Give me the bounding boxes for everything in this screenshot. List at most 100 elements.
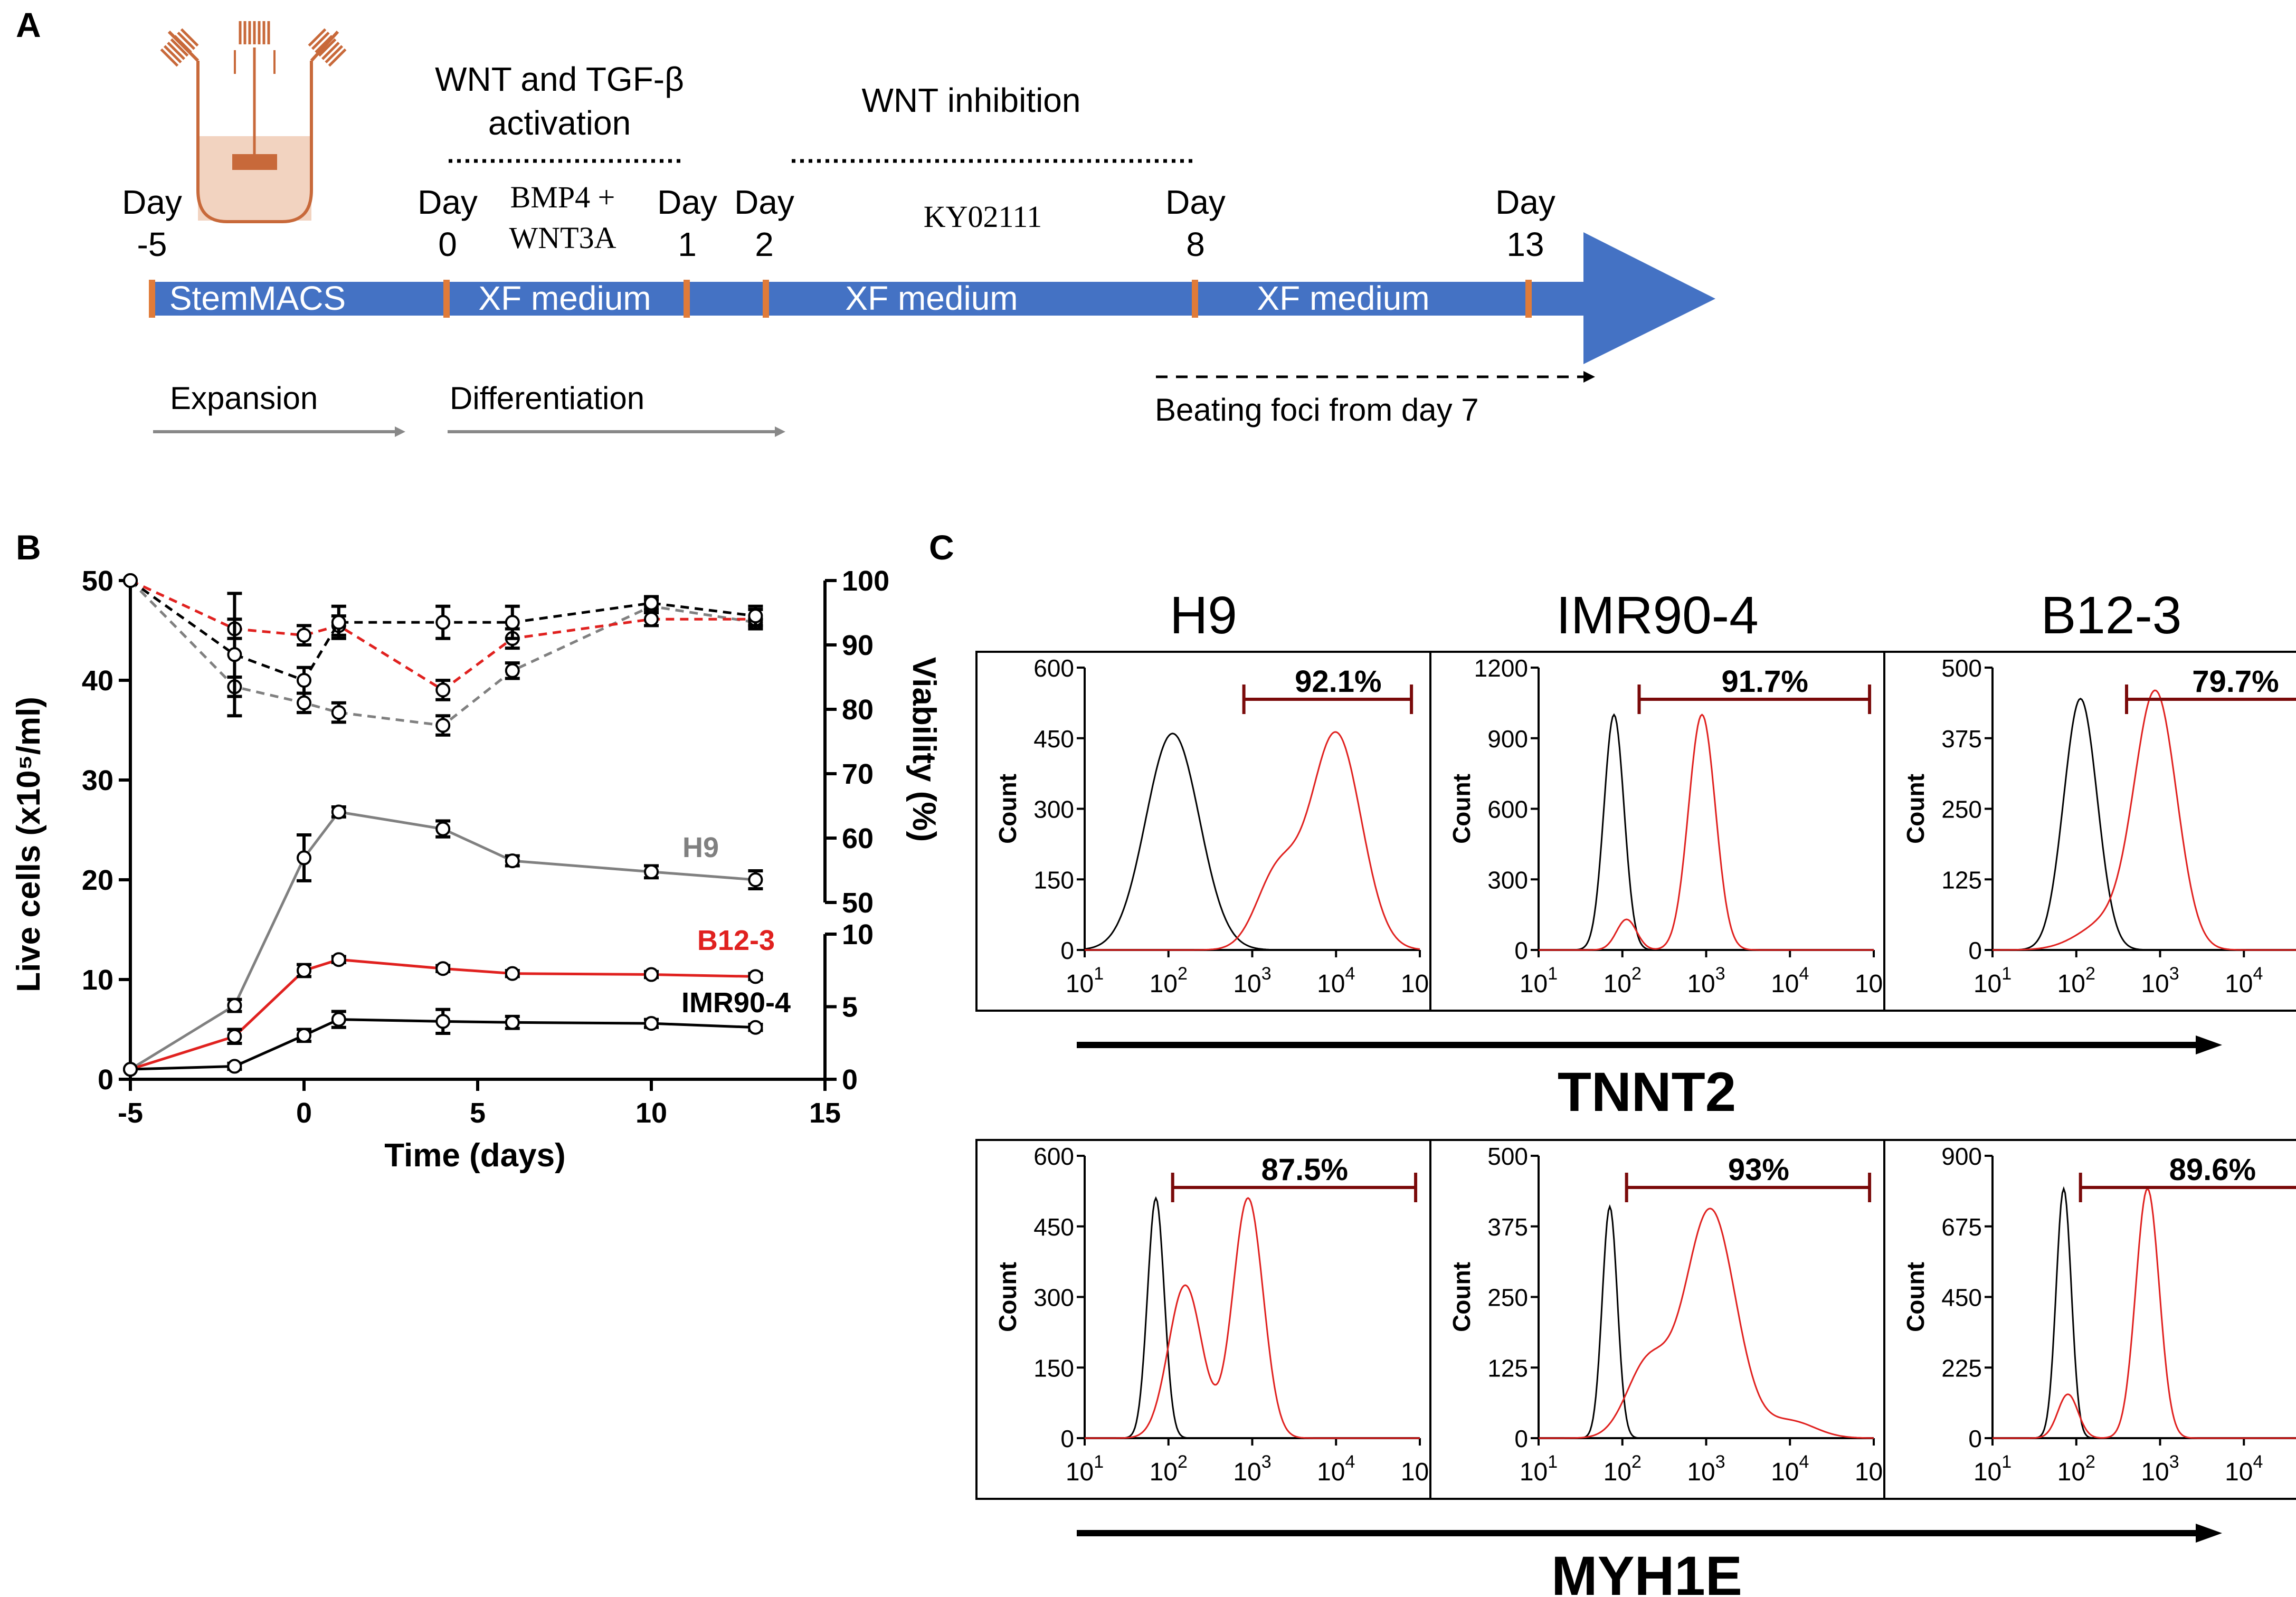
data-point-imr90-4-live-cells	[123, 1062, 138, 1077]
histogram-y-tick-label: 675	[1941, 1213, 1982, 1241]
reagent-bmp4: BMP4 +	[510, 180, 615, 214]
marker-label-myh1e: MYH1E	[1551, 1545, 1742, 1597]
column-title-imr90-4: IMR90-4	[1556, 586, 1758, 645]
histogram-y-label: Count	[1902, 1262, 1929, 1332]
histogram-imr90-4-tnnt2: 03006009001200Count10110210310410591.7%	[1429, 651, 1893, 1012]
data-point-b12-3-live-cells	[227, 1029, 242, 1044]
histogram-frame	[975, 1139, 1431, 1500]
data-point-h9-live-cells	[297, 850, 311, 866]
data-point-imr90-4-live-cells	[748, 1020, 763, 1035]
histogram-y-tick-label: 450	[1033, 725, 1074, 753]
histogram-y-label: Count	[1902, 774, 1929, 844]
phase-title-wnt-inhibition: WNT inhibition	[862, 81, 1081, 119]
data-point-imr90-4-live-cells	[227, 1059, 242, 1074]
phase-title-wnt-tgf-line1: WNT and TGF-β	[435, 60, 684, 98]
panel-c: C H9 IMR90-4 B12-3 TNNT2 MYH1E 0 150 300 45…	[929, 528, 2296, 1597]
histogram-y-tick-label: 125	[1941, 866, 1982, 893]
histogram-frame	[1429, 651, 1885, 1012]
timeline-tick-day-1	[684, 280, 690, 318]
y-left-tick-label: 40	[82, 665, 113, 697]
y-left-tick-label: 0	[98, 1064, 113, 1096]
data-point-imr90-4-live-cells	[297, 1028, 311, 1043]
data-point-b12-3-live-cells	[435, 961, 451, 976]
medium-label-xf-2: XF medium	[845, 279, 1018, 317]
data-point-b12-3-live-cells	[331, 952, 346, 967]
histogram-y-tick-label: 450	[1941, 1284, 1982, 1311]
panel-b: B Live cells (x10⁵/ml) Viability (%) Tim…	[11, 528, 942, 1174]
day-num-8: 8	[1186, 225, 1205, 263]
flask-coil	[160, 28, 199, 67]
x-tick-label: -5	[118, 1097, 143, 1129]
series-line-imr90-4-live-cells	[130, 1018, 756, 1071]
histogram-stained-curve	[1539, 1208, 1874, 1439]
day-word-minus5: Day	[122, 183, 182, 221]
data-point-imr90-4-viability	[297, 673, 311, 688]
stage-label-beating-foci: Beating foci from day 7	[1155, 392, 1479, 427]
data-point-imr90-4-viability	[331, 615, 346, 630]
timeline-arrow	[149, 232, 1715, 364]
flask-coil	[308, 28, 347, 67]
data-point-h9-viability	[331, 705, 346, 720]
histogram-frame	[975, 651, 1431, 1012]
legend-b12-3: B12-3	[697, 925, 775, 956]
data-point-h9-live-cells	[435, 821, 451, 836]
bioreactor-flask-icon	[160, 21, 347, 223]
histogram-gate-percent: 79.7%	[2192, 664, 2279, 699]
y-right-lower-tick-label: 0	[842, 1064, 858, 1096]
y-axis-title-live-cells: Live cells (x10⁵/ml)	[11, 697, 47, 992]
data-point-imr90-4-viability	[227, 647, 242, 662]
timeline-tick-day-13	[1525, 280, 1532, 318]
medium-label-stemmacs: StemMACS	[169, 279, 346, 317]
histogram-y-label: Count	[994, 1262, 1021, 1332]
histogram-y-tick-label: 1200	[1474, 654, 1528, 682]
medium-label-xf-1: XF medium	[478, 279, 651, 317]
histogram-gate-percent: 89.6%	[2169, 1153, 2256, 1187]
histogram-y-tick-label: 150	[1033, 866, 1074, 893]
data-point-imr90-4-live-cells	[505, 1015, 520, 1030]
stage-label-expansion: Expansion	[170, 381, 318, 416]
data-point-h9-live-cells	[748, 872, 763, 887]
flow-histograms: 0150300450600Count10110210310410592.1%03…	[975, 651, 2296, 1500]
histogram-control-curve	[1539, 1204, 1874, 1439]
histogram-y-tick-label: 0	[1968, 1425, 1982, 1452]
legend-imr90-4: IMR90-4	[681, 987, 791, 1019]
histogram-y-tick-label: 225	[1941, 1354, 1982, 1382]
histogram-gate-percent: 87.5%	[1261, 1153, 1348, 1187]
histogram-y-label: Count	[1448, 1262, 1475, 1332]
data-point-b12-3-live-cells	[297, 963, 311, 978]
day-num-0: 0	[438, 225, 457, 263]
data-point-h9-live-cells	[505, 853, 520, 869]
day-num-2: 2	[755, 225, 774, 263]
y-right-upper-tick-label: 90	[842, 630, 874, 661]
panel-c-label: C	[929, 528, 954, 567]
histogram-h9-myh1e: 0150300450600Count10110210310410587.5%	[975, 1139, 1439, 1500]
histogram-y-tick-label: 500	[1487, 1143, 1528, 1170]
series-line-b12-3-live-cells	[130, 958, 756, 1071]
y-left-tick-label: 20	[82, 864, 113, 896]
series-line-b12-3-viability	[129, 579, 756, 692]
histogram-stained-curve	[1993, 1187, 2296, 1439]
x-axis-title: Time (days)	[384, 1137, 565, 1174]
histogram-y-tick-label: 900	[1941, 1143, 1982, 1170]
histogram-y-tick-label: 150	[1033, 1354, 1074, 1382]
day-num-minus5: -5	[137, 225, 167, 263]
histogram-y-tick-label: 250	[1487, 1284, 1528, 1311]
histogram-frame	[1883, 651, 2296, 1012]
data-point-imr90-4-live-cells	[435, 1014, 451, 1029]
data-point-imr90-4-viability	[644, 595, 659, 611]
histogram-y-tick-label: 125	[1487, 1354, 1528, 1382]
y-right-lower-tick-label: 5	[842, 992, 858, 1023]
histogram-imr90-4-myh1e: 0125250375500Count10110210310410593%	[1429, 1139, 1893, 1500]
data-point-imr90-4-viability	[748, 609, 763, 624]
y-right-upper-tick-label: 100	[842, 565, 889, 597]
y-left-tick-label: 10	[82, 964, 113, 996]
y-right-upper-tick-label: 60	[842, 823, 874, 854]
y-right-upper-tick-label: 80	[842, 694, 874, 726]
data-point-imr90-4-live-cells	[331, 1012, 346, 1027]
data-point-imr90-4-viability	[123, 573, 138, 588]
histogram-y-tick-label: 0	[1968, 937, 1982, 964]
day-word-13: Day	[1495, 183, 1555, 221]
day-num-13: 13	[1506, 225, 1544, 263]
histogram-y-tick-label: 0	[1060, 937, 1074, 964]
